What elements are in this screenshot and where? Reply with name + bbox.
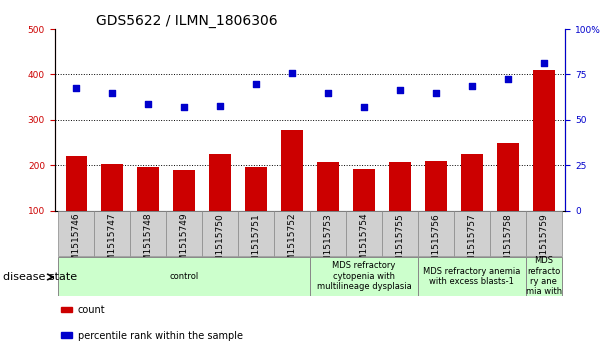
Text: GSM1515748: GSM1515748 [143, 213, 153, 273]
Point [215, 103, 225, 109]
Bar [461, 154, 483, 256]
Text: control: control [170, 272, 199, 281]
Bar [497, 143, 519, 256]
Bar [389, 162, 411, 256]
Point [323, 90, 333, 95]
Bar [282, 130, 303, 256]
Text: count: count [78, 305, 105, 315]
Text: MDS
refracto
ry ane
mia with: MDS refracto ry ane mia with [526, 256, 562, 296]
Text: GSM1515751: GSM1515751 [252, 213, 261, 274]
Bar [382, 211, 418, 256]
Point [287, 70, 297, 76]
Bar [209, 154, 231, 256]
Bar [310, 211, 346, 256]
Bar [310, 257, 418, 296]
Bar [526, 211, 562, 256]
Point [179, 104, 189, 110]
Text: GSM1515753: GSM1515753 [323, 213, 333, 274]
Point [359, 104, 369, 110]
Bar [58, 257, 310, 296]
Bar [317, 162, 339, 256]
Text: disease state: disease state [3, 272, 77, 282]
Bar [102, 164, 123, 256]
Point [395, 87, 405, 93]
Point [503, 76, 513, 82]
Bar [137, 167, 159, 256]
Point [251, 82, 261, 87]
Bar [238, 211, 274, 256]
Point [539, 60, 549, 66]
Bar [526, 257, 562, 296]
Bar [490, 211, 526, 256]
Text: GSM1515752: GSM1515752 [288, 213, 297, 273]
Bar [58, 211, 94, 256]
Bar [94, 211, 130, 256]
Point [71, 85, 81, 91]
Text: GSM1515749: GSM1515749 [180, 213, 188, 273]
Point [431, 90, 441, 95]
Bar [346, 211, 382, 256]
Bar [274, 211, 310, 256]
Bar [418, 211, 454, 256]
Text: MDS refractory
cytopenia with
multilineage dysplasia: MDS refractory cytopenia with multilinea… [317, 261, 412, 291]
Text: GSM1515747: GSM1515747 [108, 213, 117, 273]
Bar [246, 167, 267, 256]
Text: GSM1515750: GSM1515750 [216, 213, 225, 274]
Text: GSM1515756: GSM1515756 [432, 213, 440, 274]
Bar [353, 169, 375, 256]
Text: GSM1515746: GSM1515746 [72, 213, 81, 273]
Bar [425, 160, 447, 256]
Point [143, 101, 153, 107]
Point [108, 91, 117, 97]
Bar [454, 211, 490, 256]
Text: percentile rank within the sample: percentile rank within the sample [78, 331, 243, 341]
Text: GDS5622 / ILMN_1806306: GDS5622 / ILMN_1806306 [95, 14, 277, 28]
Bar [202, 211, 238, 256]
Bar [418, 257, 526, 296]
Bar [130, 211, 166, 256]
Text: GSM1515757: GSM1515757 [468, 213, 477, 274]
Bar [173, 170, 195, 256]
Text: GSM1515758: GSM1515758 [503, 213, 513, 274]
Point [467, 83, 477, 89]
Text: GSM1515754: GSM1515754 [359, 213, 368, 273]
Text: GSM1515755: GSM1515755 [395, 213, 404, 274]
Bar [66, 156, 87, 256]
Bar [166, 211, 202, 256]
Bar [533, 70, 554, 256]
Text: MDS refractory anemia
with excess blasts-1: MDS refractory anemia with excess blasts… [423, 266, 520, 286]
Text: GSM1515759: GSM1515759 [539, 213, 548, 274]
